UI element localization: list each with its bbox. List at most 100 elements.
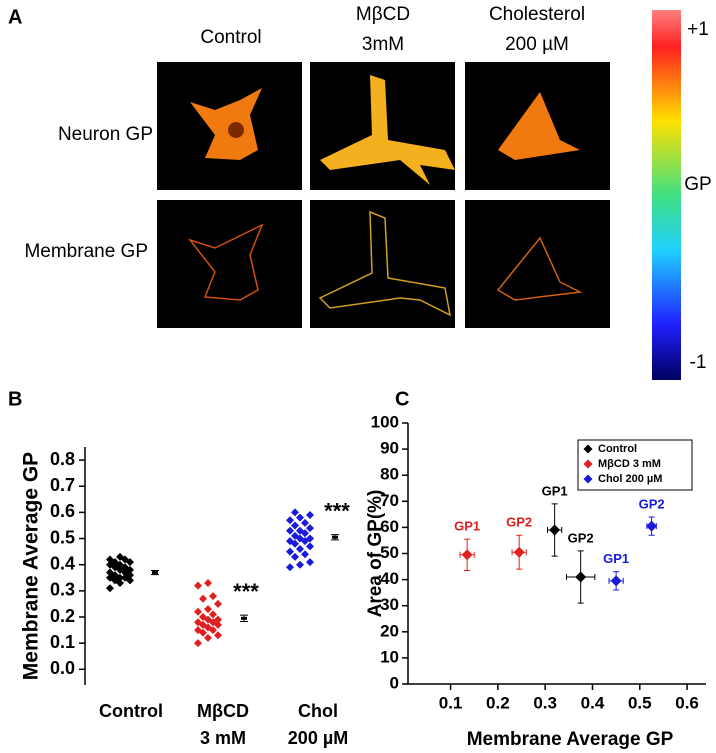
data-point xyxy=(106,555,114,564)
data-point xyxy=(296,513,304,522)
data-point xyxy=(194,639,202,648)
y-tick-label: 90 xyxy=(380,439,399,458)
data-point xyxy=(513,546,525,558)
y-tick-label: 100 xyxy=(371,412,399,431)
data-point xyxy=(301,550,309,559)
data-point xyxy=(199,613,207,621)
data-point xyxy=(291,531,299,540)
data-point xyxy=(194,626,202,635)
y-tick-label: 0.8 xyxy=(50,449,75,469)
data-point xyxy=(214,615,222,624)
y-tick-label: 30 xyxy=(380,595,399,614)
data-point xyxy=(194,607,202,616)
y-tick-label: 0.2 xyxy=(50,606,75,626)
annotation: *** xyxy=(324,498,350,523)
data-point xyxy=(610,575,622,587)
legend-marker xyxy=(583,459,593,469)
y-tick-label: 60 xyxy=(380,517,399,536)
data-point xyxy=(286,563,294,572)
x-tick-label: Chol xyxy=(298,701,338,721)
y-tick-label: 70 xyxy=(380,491,399,510)
data-point xyxy=(291,521,299,530)
y-tick-label: 0.3 xyxy=(50,580,75,600)
legend-label: Chol 200 µM xyxy=(598,473,662,485)
data-point xyxy=(214,631,222,640)
column-header: Cholesterol xyxy=(489,4,585,25)
panel-label: B xyxy=(8,388,22,410)
point-label: GP1 xyxy=(542,483,568,498)
column-header: 3mM xyxy=(362,34,404,55)
y-axis-label: Area of GP(%) xyxy=(365,490,386,618)
data-point xyxy=(199,594,207,603)
x-axis-label: Membrane Average GP xyxy=(467,729,674,750)
data-point xyxy=(194,581,202,590)
colorbar-title: GP xyxy=(684,174,711,195)
point-label: GP2 xyxy=(506,515,532,530)
legend-marker xyxy=(583,444,593,454)
column-header: 200 µM xyxy=(505,34,569,55)
data-point xyxy=(301,518,309,527)
mean-marker xyxy=(152,571,158,575)
data-point xyxy=(296,526,304,535)
x-tick-label: 0.5 xyxy=(628,693,652,712)
column-header: MβCD xyxy=(356,4,410,25)
y-tick-label: 0.5 xyxy=(50,527,75,547)
data-point xyxy=(461,549,473,561)
y-tick-label: 0.4 xyxy=(50,553,75,573)
legend-marker xyxy=(583,474,593,484)
legend-label: MβCD 3 mM xyxy=(598,458,661,470)
x-tick-label: 0.6 xyxy=(675,693,699,712)
y-tick-label: 50 xyxy=(380,543,399,562)
data-point xyxy=(291,552,299,561)
data-point xyxy=(194,618,202,627)
annotation: *** xyxy=(233,579,259,604)
point-label: GP1 xyxy=(454,519,480,534)
data-point xyxy=(575,571,587,583)
data-point xyxy=(204,633,212,642)
x-tick-label: 0.4 xyxy=(581,693,605,712)
y-tick-label: 80 xyxy=(380,465,399,484)
data-point xyxy=(646,520,658,532)
row-label: Membrane GP xyxy=(24,241,148,262)
y-tick-label: 0.1 xyxy=(50,632,75,652)
data-point xyxy=(549,524,561,536)
data-point xyxy=(214,599,222,608)
row-label: Neuron GP xyxy=(58,124,153,145)
legend-box xyxy=(577,439,693,491)
data-point xyxy=(306,558,314,567)
y-tick-label: 0.7 xyxy=(50,475,75,495)
mean-marker xyxy=(332,535,338,539)
y-tick-label: 0.0 xyxy=(50,658,75,678)
data-point xyxy=(204,579,212,587)
data-point xyxy=(286,526,294,535)
y-tick-label: 0.6 xyxy=(50,501,75,521)
x-tick-label: MβCD xyxy=(197,701,249,721)
panel-label: C xyxy=(395,388,409,410)
data-point xyxy=(296,545,304,553)
data-point xyxy=(291,508,299,517)
column-header: Control xyxy=(200,27,261,48)
data-point xyxy=(209,610,217,619)
data-point xyxy=(306,524,314,533)
x-tick-label: Control xyxy=(99,701,163,721)
x-tick-label: 200 µM xyxy=(288,728,348,748)
mean-marker xyxy=(241,616,247,620)
data-point xyxy=(106,568,114,577)
point-label: GP1 xyxy=(603,551,629,566)
panel-label: A xyxy=(8,6,22,28)
y-tick-label: 40 xyxy=(380,569,399,588)
data-point xyxy=(306,534,314,543)
data-point xyxy=(204,605,212,614)
data-point xyxy=(306,511,314,519)
data-point xyxy=(209,592,217,601)
y-axis-label: Membrane Average GP xyxy=(20,452,43,680)
data-point xyxy=(286,547,294,556)
data-point xyxy=(286,537,294,546)
point-label: GP2 xyxy=(639,496,665,511)
data-point xyxy=(286,516,294,525)
y-tick-label: 10 xyxy=(380,647,399,666)
data-point xyxy=(306,542,314,551)
colorbar-label: -1 xyxy=(690,352,707,373)
x-tick-label: 0.1 xyxy=(439,693,463,712)
